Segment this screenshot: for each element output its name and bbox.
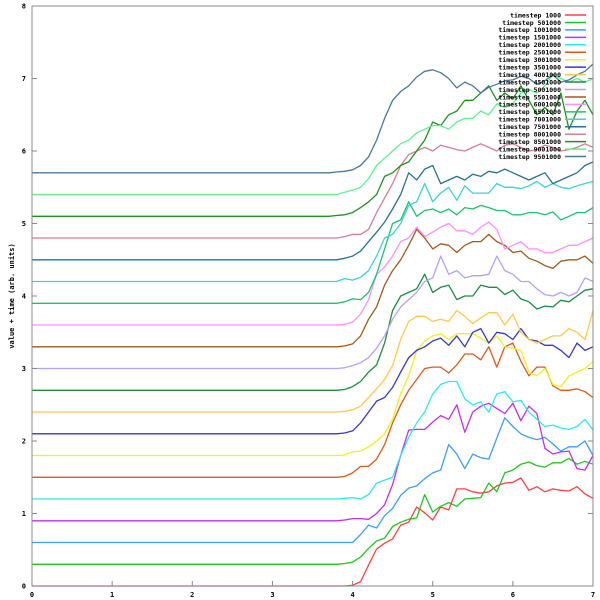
- legend-item: timestep 5501000: [498, 93, 586, 101]
- legend-label: timestep 3001000: [498, 56, 561, 64]
- series-line: [32, 161, 594, 261]
- series-line: [32, 201, 594, 304]
- legend-item: timestep 3001000: [498, 56, 586, 64]
- series-line: [32, 402, 594, 522]
- legend-item: timestep 1501000: [498, 34, 586, 42]
- legend-label: timestep 2501000: [498, 49, 561, 57]
- legend-label: timestep 8501000: [498, 138, 561, 146]
- series-line: [32, 309, 594, 413]
- legend-label: timestep 1001000: [498, 26, 561, 34]
- series-line: [32, 255, 594, 370]
- series-line: [32, 342, 594, 478]
- x-tick-label: 7: [591, 591, 595, 599]
- y-axis: 0 1 2 3 4 5 6 7 8: [22, 3, 593, 591]
- legend-label: timestep 7001000: [498, 116, 561, 124]
- legend-item: timestep 2001000: [498, 41, 586, 49]
- y-axis-label: value + time (arb. units): [8, 243, 16, 348]
- y-tick-label: 2: [22, 438, 26, 446]
- legend-label: timestep 1501000: [498, 34, 561, 42]
- legend-label: timestep 9501000: [498, 153, 561, 161]
- x-tick-label: 6: [511, 591, 515, 599]
- series-line: [32, 273, 594, 391]
- x-tick-label: 2: [190, 591, 194, 599]
- legend-item: timestep 4001000: [498, 71, 586, 79]
- y-tick-label: 8: [22, 3, 26, 11]
- legend-item: timestep 7001000: [498, 116, 586, 124]
- legend-label: timestep 9001000: [498, 145, 561, 153]
- series-line: [32, 417, 594, 544]
- x-tick-label: 0: [30, 591, 34, 599]
- series-line: [32, 63, 594, 174]
- legend-label: timestep 5501000: [498, 93, 561, 101]
- series-line: [32, 477, 594, 587]
- series-line: [32, 327, 594, 435]
- series-line: [32, 74, 594, 196]
- x-axis: 0 1 2 3 4 5 6 7: [30, 581, 595, 599]
- y-tick-label: 4: [22, 293, 26, 301]
- legend-item: timestep 7501000: [498, 123, 586, 131]
- legend-label: timestep 8001000: [498, 131, 561, 139]
- legend-item: timestep 4501000: [498, 78, 586, 86]
- legend-item: timestep 501000: [502, 19, 586, 27]
- y-tick-label: 6: [22, 148, 26, 156]
- legend-label: timestep 1000: [510, 11, 561, 19]
- legend-label: timestep 6001000: [498, 101, 561, 109]
- legend-item: timestep 8001000: [498, 131, 586, 139]
- legend-label: timestep 5001000: [498, 86, 561, 94]
- series-line: [32, 228, 594, 348]
- legend-item: timestep 3501000: [498, 63, 586, 71]
- legend-label: timestep 2001000: [498, 41, 561, 49]
- series-line: [32, 221, 594, 326]
- legend-label: timestep 4501000: [498, 78, 561, 86]
- y-tick-label: 0: [22, 583, 26, 591]
- legend-label: timestep 3501000: [498, 63, 561, 71]
- series-line: [32, 457, 594, 565]
- legend-label: timestep 501000: [502, 19, 561, 27]
- series-line: [32, 380, 594, 500]
- legend-item: timestep 5001000: [498, 86, 586, 94]
- x-tick-label: 5: [431, 591, 435, 599]
- series-line: [32, 333, 594, 457]
- legend-label: timestep 6501000: [498, 108, 561, 116]
- y-tick-label: 7: [22, 75, 26, 83]
- x-tick-label: 4: [350, 591, 354, 599]
- legend-label: timestep 7501000: [498, 123, 561, 131]
- series-line: [32, 143, 594, 239]
- legend-item: timestep 9001000: [498, 145, 586, 153]
- legend-label: timestep 4001000: [498, 71, 561, 79]
- legend-item: timestep 6501000: [498, 108, 586, 116]
- y-tick-label: 5: [22, 220, 26, 228]
- legend-item: timestep 1001000: [498, 26, 586, 34]
- series-line: [32, 85, 594, 217]
- y-tick-label: 3: [22, 365, 26, 373]
- x-tick-label: 3: [270, 591, 274, 599]
- legend-item: timestep 9501000: [498, 153, 586, 161]
- plot-lines: [32, 63, 594, 587]
- y-tick-label: 1: [22, 510, 26, 518]
- series-line: [32, 180, 594, 283]
- legend-item: timestep 8501000: [498, 138, 586, 146]
- legend-item: timestep 6001000: [498, 101, 586, 109]
- legend-item: timestep 2501000: [498, 49, 586, 57]
- x-tick-label: 1: [110, 591, 114, 599]
- legend-item: timestep 1000: [510, 11, 586, 19]
